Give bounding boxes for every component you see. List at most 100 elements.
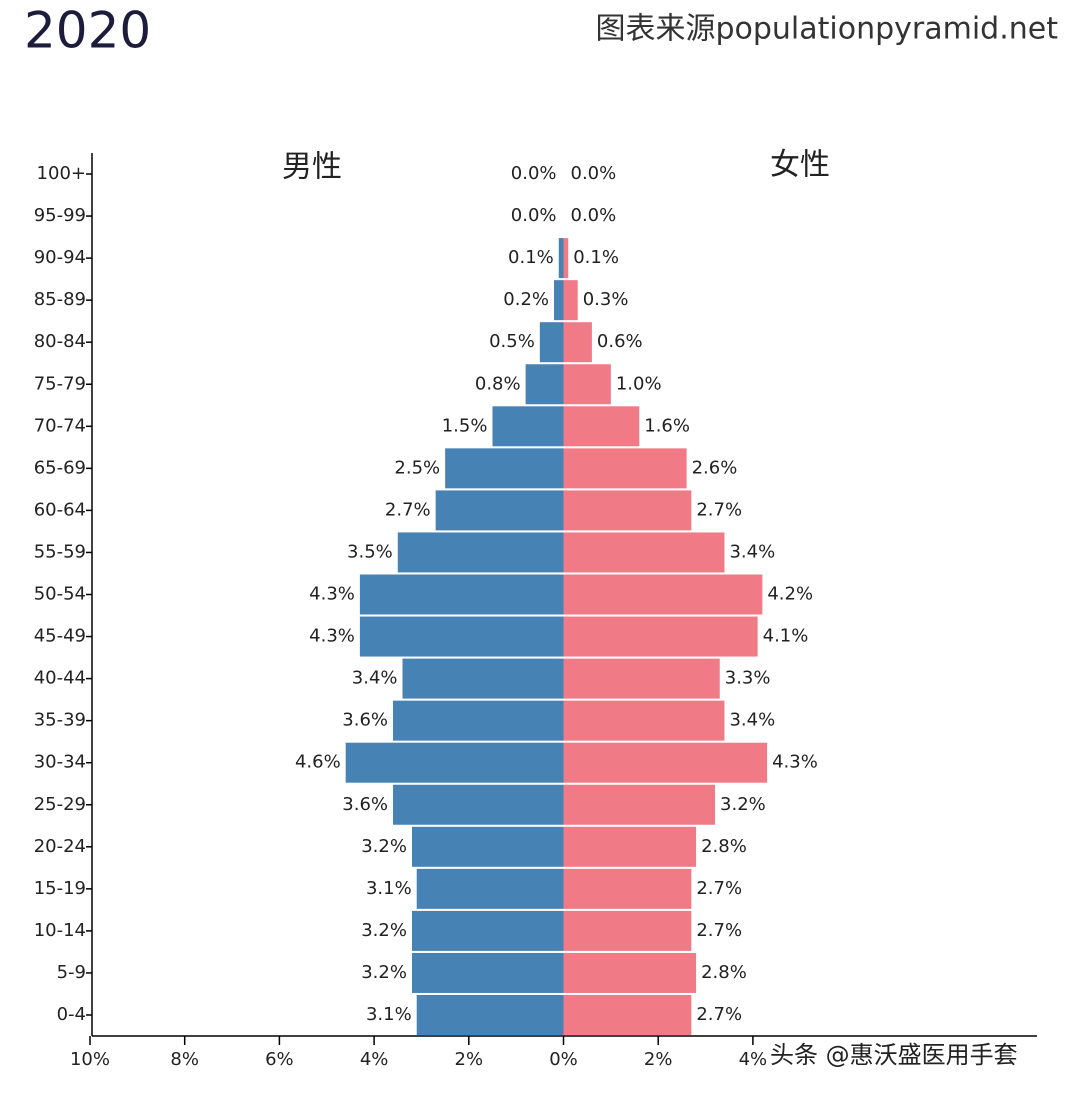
- bar: [416, 868, 564, 909]
- data-label: 2.7%: [696, 1004, 742, 1025]
- data-label: 0.2%: [503, 289, 549, 310]
- watermark: 头条 @惠沃盛医用手套: [770, 1041, 1018, 1069]
- data-label: 1.0%: [616, 373, 662, 394]
- data-label: 3.2%: [361, 962, 407, 983]
- bar: [558, 238, 564, 279]
- bar: [563, 364, 611, 405]
- chart-title: 2020: [24, 2, 151, 60]
- legend-entry: 女性: [770, 148, 830, 183]
- bar: [563, 910, 692, 951]
- data-label: 4.3%: [309, 584, 355, 605]
- bar: [416, 995, 564, 1035]
- y-tick-label: 0-4: [57, 1004, 86, 1025]
- x-tick-label: 4%: [739, 1049, 768, 1070]
- data-label: 4.3%: [309, 626, 355, 647]
- data-label: 0.1%: [508, 247, 554, 268]
- bar: [563, 406, 640, 447]
- data-label: 3.1%: [366, 878, 412, 899]
- data-label: 0.1%: [573, 247, 619, 268]
- data-label: 4.1%: [763, 626, 809, 647]
- data-label: 3.2%: [361, 836, 407, 857]
- bar: [563, 995, 692, 1035]
- data-label: 0.8%: [475, 373, 521, 394]
- data-label: 0.0%: [571, 205, 617, 226]
- bar: [563, 616, 758, 657]
- bar: [563, 952, 697, 993]
- data-label: 2.7%: [696, 920, 742, 941]
- y-tick-label: 5-9: [57, 962, 86, 983]
- x-tick-label: 2%: [644, 1049, 673, 1070]
- data-label: 3.2%: [720, 794, 766, 815]
- data-label: 2.8%: [701, 836, 747, 857]
- bar: [563, 574, 763, 615]
- bar: [359, 616, 564, 657]
- bar: [563, 868, 692, 909]
- data-label: 3.4%: [729, 541, 775, 562]
- data-label: 3.2%: [361, 920, 407, 941]
- data-label: 4.3%: [772, 752, 818, 773]
- y-tick-label: 10-14: [34, 920, 86, 941]
- bar: [554, 280, 564, 321]
- x-tick-label: 0%: [549, 1049, 578, 1070]
- data-label: 3.4%: [352, 668, 398, 689]
- y-tick-label: 45-49: [34, 626, 86, 647]
- bar: [397, 532, 564, 573]
- x-tick-label: 2%: [455, 1049, 484, 1070]
- chart-subtitle: 图表来源populationpyramid.net: [595, 12, 1058, 47]
- y-tick-label: 25-29: [34, 794, 86, 815]
- data-label: 3.6%: [342, 710, 388, 731]
- data-label: 4.2%: [767, 584, 813, 605]
- y-tick-label: 30-34: [34, 752, 86, 773]
- data-label: 0.3%: [583, 289, 629, 310]
- y-tick-label: 55-59: [34, 541, 86, 562]
- x-tick-label: 8%: [170, 1049, 199, 1070]
- x-tick-label: 4%: [360, 1049, 389, 1070]
- data-label: 0.0%: [571, 163, 617, 184]
- bar: [539, 322, 564, 363]
- y-tick-label: 40-44: [34, 668, 86, 689]
- bar: [563, 826, 697, 867]
- bar: [393, 700, 564, 741]
- data-label: 2.5%: [394, 457, 440, 478]
- data-label: 0.6%: [597, 331, 643, 352]
- y-tick-label: 75-79: [34, 373, 86, 394]
- data-label: 2.7%: [696, 499, 742, 520]
- bar: [563, 238, 569, 279]
- data-label: 4.6%: [295, 752, 341, 773]
- y-tick-label: 100+: [37, 163, 86, 184]
- bar: [563, 448, 687, 489]
- data-label: 2.8%: [701, 962, 747, 983]
- bar: [445, 448, 564, 489]
- bar: [563, 532, 725, 573]
- bar: [563, 490, 692, 531]
- data-label: 1.6%: [644, 415, 690, 436]
- y-tick-label: 70-74: [34, 415, 86, 436]
- y-tick-label: 35-39: [34, 710, 86, 731]
- data-label: 0.5%: [489, 331, 535, 352]
- data-label: 3.4%: [729, 710, 775, 731]
- bar: [563, 784, 716, 825]
- data-label: 3.3%: [725, 668, 771, 689]
- y-tick-label: 50-54: [34, 584, 86, 605]
- data-label: 2.6%: [692, 457, 738, 478]
- x-tick-label: 10%: [70, 1049, 110, 1070]
- data-label: 3.5%: [347, 541, 393, 562]
- bar: [411, 952, 564, 993]
- bar: [393, 784, 564, 825]
- bar: [563, 280, 578, 321]
- bar: [563, 322, 592, 363]
- data-label: 1.5%: [442, 415, 488, 436]
- y-tick-label: 60-64: [34, 499, 86, 520]
- data-label: 2.7%: [385, 499, 431, 520]
- bar: [563, 700, 725, 741]
- data-label: 0.0%: [511, 163, 557, 184]
- y-tick-label: 80-84: [34, 331, 86, 352]
- bar: [525, 364, 564, 405]
- bar: [563, 658, 720, 699]
- bar: [411, 826, 564, 867]
- bar: [345, 742, 564, 783]
- legend-entry: 男性: [282, 150, 342, 185]
- data-label: 3.1%: [366, 1004, 412, 1025]
- y-tick-label: 85-89: [34, 289, 86, 310]
